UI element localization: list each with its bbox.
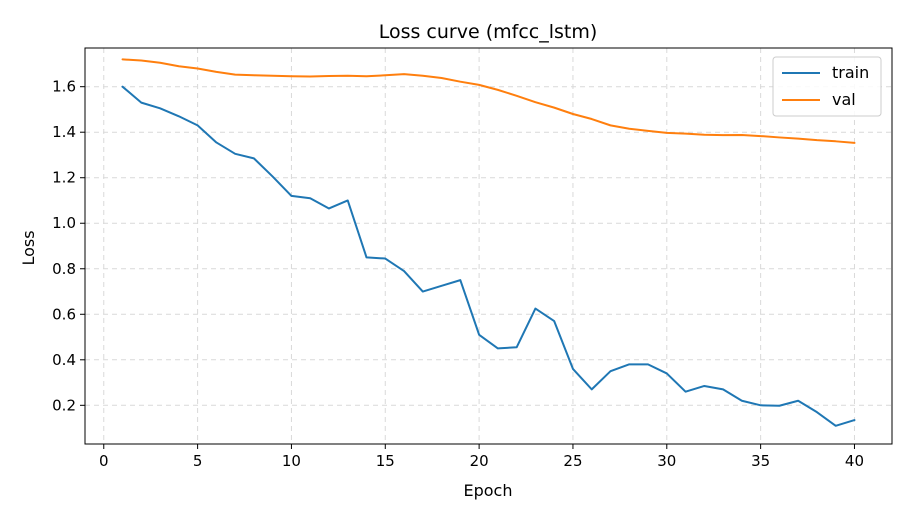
x-tick-label: 0 (99, 452, 109, 470)
y-tick-label: 1.4 (52, 123, 76, 141)
legend: train val (772, 56, 882, 117)
y-tick-label: 0.2 (52, 396, 76, 414)
legend-box (772, 56, 882, 117)
y-tick-label: 1.0 (52, 214, 76, 232)
y-tick-label: 1.6 (52, 78, 76, 96)
plot-frame (84, 47, 893, 445)
x-tick-label: 40 (845, 452, 864, 470)
x-tick-label: 10 (282, 452, 301, 470)
series-line-train (121, 85, 856, 427)
x-tick-label: 25 (563, 452, 582, 470)
y-tick-label: 1.2 (52, 169, 76, 187)
y-axis: 0.2 0.4 0.6 0.8 1.0 1.2 1.4 1.6 (52, 78, 85, 414)
x-tick-label: 30 (657, 452, 676, 470)
grid (85, 48, 892, 444)
series-layer (121, 58, 856, 427)
x-tick-label: 20 (470, 452, 489, 470)
y-tick-label: 0.8 (52, 260, 76, 278)
legend-label-val: val (832, 90, 856, 109)
x-axis: 0 5 10 15 20 25 30 35 40 (99, 444, 864, 470)
y-axis-title: Loss (19, 230, 38, 265)
y-tick-label: 0.6 (52, 305, 76, 323)
legend-label-train: train (832, 63, 869, 82)
y-tick-label: 0.4 (52, 351, 76, 369)
x-tick-label: 35 (751, 452, 770, 470)
chart-title: Loss curve (mfcc_lstm) (379, 21, 598, 43)
x-axis-title: Epoch (464, 481, 513, 500)
x-tick-label: 5 (193, 452, 203, 470)
x-tick-label: 15 (376, 452, 395, 470)
series-line-val (121, 58, 856, 144)
